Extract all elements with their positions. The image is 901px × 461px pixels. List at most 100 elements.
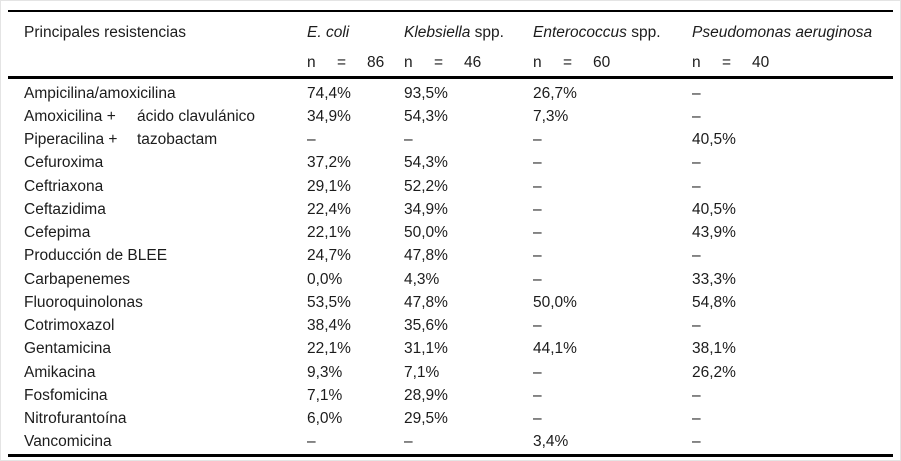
value-cell: –	[692, 317, 701, 335]
value-cell: –	[404, 131, 413, 149]
value-cell: –	[533, 386, 542, 404]
n-value: 40	[752, 54, 770, 71]
header-principales-resistencias: Principales resistencias	[24, 24, 186, 41]
table-row: Fluoroquinolonas 53,5% 47,8% 50,0% 54,8%	[8, 291, 893, 314]
value-cell: –	[533, 224, 542, 242]
species-name: Pseudomonas aeruginosa	[692, 24, 873, 41]
n-label: n	[307, 54, 316, 71]
table-row: Carbapenemes 0,0% 4,3% – 33,3%	[8, 268, 893, 291]
value-cell: 28,9%	[404, 386, 448, 404]
table-header: Principales resistencias E. coli Klebsie…	[8, 11, 893, 78]
drug-label-part1: Ampicilina/amoxicilina	[24, 84, 176, 102]
drug-label: Amoxicilina + ácido clavulánico	[8, 105, 307, 128]
n-value: 60	[593, 54, 611, 71]
value-cell: 7,1%	[307, 386, 343, 404]
equals-sign: =	[337, 54, 347, 71]
value-cell: 7,1%	[404, 363, 440, 381]
drug-label: Gentamicina	[8, 338, 307, 361]
value-cell: 0,0%	[307, 270, 343, 288]
value-cell: –	[692, 154, 701, 172]
drug-label-part1: Piperacilina +	[24, 131, 118, 149]
table-body: Ampicilina/amoxicilina 74,4% 93,5% 26,7% – Am…	[8, 78, 893, 456]
drug-label: Piperacilina + tazobactam	[8, 129, 307, 152]
header-klebsiella: Klebsiella spp.	[404, 11, 533, 50]
value-cell: –	[533, 363, 542, 381]
value-cell: 4,3%	[404, 270, 440, 288]
species-suffix: spp.	[470, 24, 504, 41]
value-cell: 38,4%	[307, 317, 351, 335]
value-cell: –	[533, 410, 542, 428]
drug-label-part1: Cefuroxima	[24, 154, 104, 172]
drug-label: Fluoroquinolonas	[8, 291, 307, 314]
value-cell: 54,3%	[404, 154, 448, 172]
drug-label-part1: Producción de BLEE	[24, 247, 168, 265]
value-cell: –	[307, 433, 316, 451]
value-cell: 38,1%	[692, 340, 736, 358]
table-row: Cefepima 22,1% 50,0% – 43,9%	[8, 222, 893, 245]
header-enterococcus-n: n = 60	[533, 50, 692, 78]
value-cell: 3,4%	[533, 433, 569, 451]
value-cell: –	[533, 200, 542, 218]
drug-label: Vancomicina	[8, 431, 307, 456]
drug-label: Cefuroxima	[8, 152, 307, 175]
table-row: Fosfomicina 7,1% 28,9% – –	[8, 384, 893, 407]
header-pseudomonas: Pseudomonas aeruginosa	[692, 11, 893, 50]
value-cell: 54,8%	[692, 293, 736, 311]
value-cell: –	[692, 433, 701, 451]
value-cell: 54,3%	[404, 107, 448, 125]
value-cell: 26,7%	[533, 84, 577, 102]
resistance-table: Principales resistencias E. coli Klebsie…	[8, 10, 893, 457]
value-cell: 40,5%	[692, 131, 736, 149]
value-cell: 74,4%	[307, 84, 351, 102]
drug-label-part1: Amoxicilina +	[24, 107, 116, 125]
drug-label-part1: Fosfomicina	[24, 386, 108, 404]
value-cell: –	[692, 410, 701, 428]
table-row: Amikacina 9,3% 7,1% – 26,2%	[8, 361, 893, 384]
drug-label: Ceftriaxona	[8, 175, 307, 198]
value-cell: 34,9%	[404, 200, 448, 218]
table-row: Nitrofurantoína 6,0% 29,5% – –	[8, 408, 893, 431]
value-cell: 9,3%	[307, 363, 343, 381]
value-cell: 22,1%	[307, 340, 351, 358]
equals-sign: =	[434, 54, 444, 71]
drug-label-part1: Cefepima	[24, 224, 91, 242]
table-row: Cefuroxima 37,2% 54,3% – –	[8, 152, 893, 175]
table-row: Piperacilina + tazobactam – – – 40,5%	[8, 129, 893, 152]
value-cell: –	[692, 386, 701, 404]
value-cell: 22,4%	[307, 200, 351, 218]
header-row-n: n = 86 n = 46 n = 60 n = 40	[8, 50, 893, 78]
equals-sign: =	[722, 54, 732, 71]
value-cell: 43,9%	[692, 224, 736, 242]
value-cell: 6,0%	[307, 410, 343, 428]
value-cell: –	[307, 131, 316, 149]
drug-label: Fosfomicina	[8, 384, 307, 407]
table-row: Amoxicilina + ácido clavulánico 34,9% 54,3%…	[8, 105, 893, 128]
n-value: 86	[367, 54, 385, 71]
species-name: E. coli	[307, 24, 350, 41]
value-cell: 24,7%	[307, 247, 351, 265]
n-value: 46	[464, 54, 482, 71]
value-cell: 7,3%	[533, 107, 569, 125]
species-name: Enterococcus	[533, 24, 627, 41]
value-cell: –	[533, 154, 542, 172]
species-suffix: spp.	[626, 24, 661, 41]
header-e-coli: E. coli	[307, 11, 404, 50]
value-cell: 34,9%	[307, 107, 351, 125]
drug-label-part1: Vancomicina	[24, 433, 112, 451]
drug-label-part1: Ceftriaxona	[24, 177, 104, 195]
drug-label-part1: Fluoroquinolonas	[24, 293, 143, 311]
drug-label-part2: tazobactam	[137, 131, 218, 149]
drug-label: Cotrimoxazol	[8, 315, 307, 338]
equals-sign: =	[563, 54, 573, 71]
drug-label-part1: Amikacina	[24, 363, 96, 381]
drug-label: Ampicilina/amoxicilina	[8, 78, 307, 106]
drug-label-part1: Ceftazidima	[24, 200, 106, 218]
header-empty-cell	[8, 50, 307, 78]
table-row: Producción de BLEE 24,7% 47,8% – –	[8, 245, 893, 268]
value-cell: 22,1%	[307, 224, 351, 242]
value-cell: 35,6%	[404, 317, 448, 335]
n-label: n	[404, 54, 413, 71]
table-row: Ceftazidima 22,4% 34,9% – 40,5%	[8, 198, 893, 221]
value-cell: –	[692, 107, 701, 125]
